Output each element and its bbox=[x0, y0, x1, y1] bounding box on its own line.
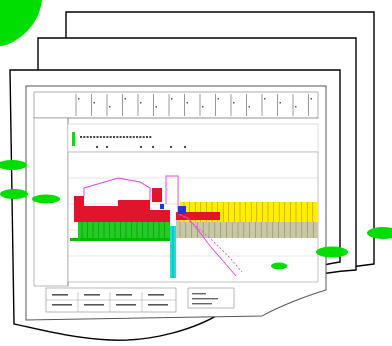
header-mark bbox=[171, 98, 173, 100]
legend-glyph bbox=[84, 294, 100, 296]
event-dot bbox=[132, 136, 135, 138]
green-blob-icon bbox=[271, 262, 287, 270]
header-mark bbox=[124, 98, 126, 100]
header-mark bbox=[264, 98, 266, 100]
main-plot bbox=[67, 151, 319, 283]
olive-band bbox=[176, 220, 318, 238]
header-mark bbox=[93, 102, 95, 104]
header-mark bbox=[248, 106, 250, 108]
header-mark bbox=[310, 98, 312, 100]
legend-glyph bbox=[84, 304, 104, 306]
event-dot bbox=[89, 136, 92, 138]
event-dot bbox=[149, 136, 152, 138]
header-mark bbox=[140, 102, 142, 104]
event-dot bbox=[86, 136, 89, 138]
event-dot bbox=[142, 136, 145, 138]
legend-glyph bbox=[116, 294, 132, 296]
event-dot bbox=[96, 136, 99, 138]
green-leaf-icon bbox=[32, 194, 60, 204]
event-dot bbox=[83, 136, 86, 138]
header-mark bbox=[202, 106, 204, 108]
red-bar-right bbox=[176, 212, 220, 220]
header-mark bbox=[233, 102, 235, 104]
blue-mark bbox=[178, 206, 186, 214]
event-dot bbox=[113, 136, 115, 138]
event-dot bbox=[103, 136, 106, 138]
event-dot bbox=[136, 136, 139, 138]
magenta-outline bbox=[83, 177, 151, 200]
header-mark bbox=[279, 102, 281, 104]
event-dot bbox=[99, 136, 102, 138]
legend-glyph bbox=[148, 294, 164, 296]
green-corner-blob-top-left bbox=[0, 0, 42, 46]
green-leaf-icon bbox=[367, 227, 392, 239]
event-strip bbox=[67, 123, 319, 153]
legend-table bbox=[45, 287, 235, 313]
green-leaf-icon bbox=[0, 160, 27, 170]
header-mark bbox=[155, 106, 157, 108]
magenta-tall-trace bbox=[165, 175, 237, 277]
event-dot bbox=[122, 136, 125, 138]
event-dot bbox=[170, 146, 172, 148]
event-dot bbox=[96, 146, 98, 148]
green-leaf-icon bbox=[316, 246, 348, 258]
event-dot bbox=[116, 136, 119, 138]
legend-glyph bbox=[52, 304, 72, 306]
header-mark bbox=[295, 106, 297, 108]
event-dot bbox=[109, 136, 112, 138]
red-block bbox=[74, 196, 170, 222]
event-dot bbox=[139, 136, 142, 138]
event-dot bbox=[140, 146, 142, 148]
green-block bbox=[78, 218, 170, 240]
event-dot bbox=[152, 146, 154, 148]
event-dot bbox=[106, 136, 109, 138]
green-leaf-icon bbox=[0, 189, 28, 199]
event-dot bbox=[93, 136, 96, 138]
red-square bbox=[152, 188, 162, 202]
event-dot bbox=[184, 146, 186, 148]
blue-mark-small bbox=[160, 204, 164, 209]
magenta-dashed-trace bbox=[179, 213, 243, 273]
header-mark bbox=[109, 106, 111, 108]
header-mark bbox=[78, 98, 80, 100]
event-dot bbox=[129, 136, 132, 138]
chart-header-band bbox=[33, 91, 319, 119]
legend-glyph bbox=[148, 304, 168, 306]
green-baseline bbox=[70, 238, 170, 241]
legend-glyph bbox=[116, 304, 136, 306]
event-dot bbox=[146, 136, 148, 138]
event-dot bbox=[80, 136, 82, 138]
legend-glyph bbox=[52, 294, 68, 296]
header-mark bbox=[217, 98, 219, 100]
event-dot bbox=[126, 136, 129, 138]
event-dot bbox=[106, 146, 108, 148]
header-mark bbox=[186, 102, 188, 104]
event-dot bbox=[119, 136, 122, 138]
